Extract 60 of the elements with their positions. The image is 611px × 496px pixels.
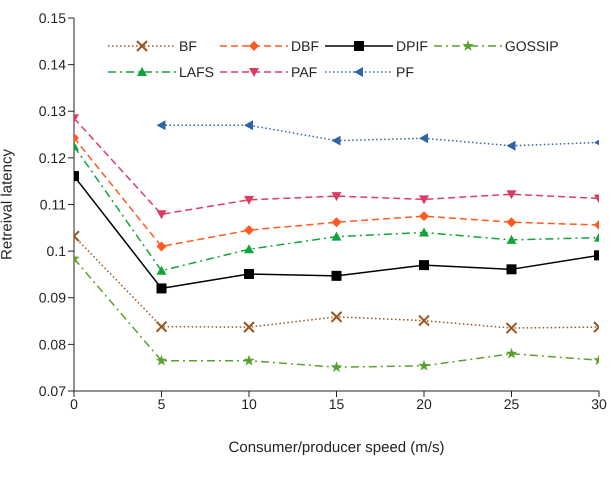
point (332, 270, 342, 281)
point (419, 260, 429, 270)
point (156, 120, 166, 130)
point (419, 211, 429, 222)
x-tick-label: 30 (591, 396, 607, 412)
y-tick-label: 0.1 (46, 243, 66, 260)
point (156, 320, 168, 333)
point (419, 133, 428, 144)
point (156, 354, 168, 366)
legend-label: PF (396, 64, 414, 80)
point (332, 217, 342, 228)
y-tick-label: 0.14 (38, 56, 66, 73)
point (243, 321, 255, 334)
point (244, 225, 254, 236)
y-tick-label: 0.09 (38, 290, 66, 306)
y-tick-label: 0.15 (38, 10, 66, 26)
point (418, 314, 430, 327)
point (156, 283, 166, 294)
legend-label: DPIF (396, 38, 428, 54)
point (244, 244, 254, 254)
x-tick-label: 15 (328, 396, 344, 412)
y-tick-label: 0.07 (38, 382, 66, 399)
y-tick-label: 0.13 (38, 103, 66, 120)
point (243, 354, 255, 366)
point (506, 234, 516, 244)
point (156, 210, 166, 220)
legend-label: GOSSIP (504, 38, 559, 54)
point (156, 241, 166, 252)
point (506, 190, 516, 200)
point (506, 322, 518, 334)
point (244, 120, 253, 130)
y-tick-label: 0.12 (38, 150, 66, 166)
point (330, 310, 342, 323)
point (332, 232, 342, 241)
point (244, 268, 254, 279)
point (506, 348, 518, 359)
y-tick-label: 0.08 (38, 336, 66, 352)
point (418, 360, 430, 371)
point (332, 136, 340, 146)
point (419, 195, 429, 204)
x-tick-label: 5 (158, 396, 166, 412)
legend-label: PAF (291, 64, 318, 80)
x-axis-title: Consumer/producer speed (m/s) (228, 439, 444, 456)
point (156, 266, 166, 275)
x-tick-label: 25 (504, 396, 520, 412)
point (506, 140, 516, 151)
point (506, 217, 516, 228)
y-tick-label: 0.11 (40, 196, 66, 212)
point (506, 264, 516, 274)
point (330, 361, 342, 372)
point (244, 196, 254, 205)
point (332, 192, 342, 202)
x-tick-label: 10 (241, 396, 257, 412)
legend-label: LAFS (179, 64, 214, 80)
x-tick-label: 20 (416, 396, 432, 412)
legend-label: DBF (291, 38, 320, 54)
point (419, 227, 429, 236)
x-tick-label: 0 (70, 396, 78, 412)
y-axis-title: Retreival latency (0, 148, 16, 260)
legend-label: BF (179, 38, 197, 54)
